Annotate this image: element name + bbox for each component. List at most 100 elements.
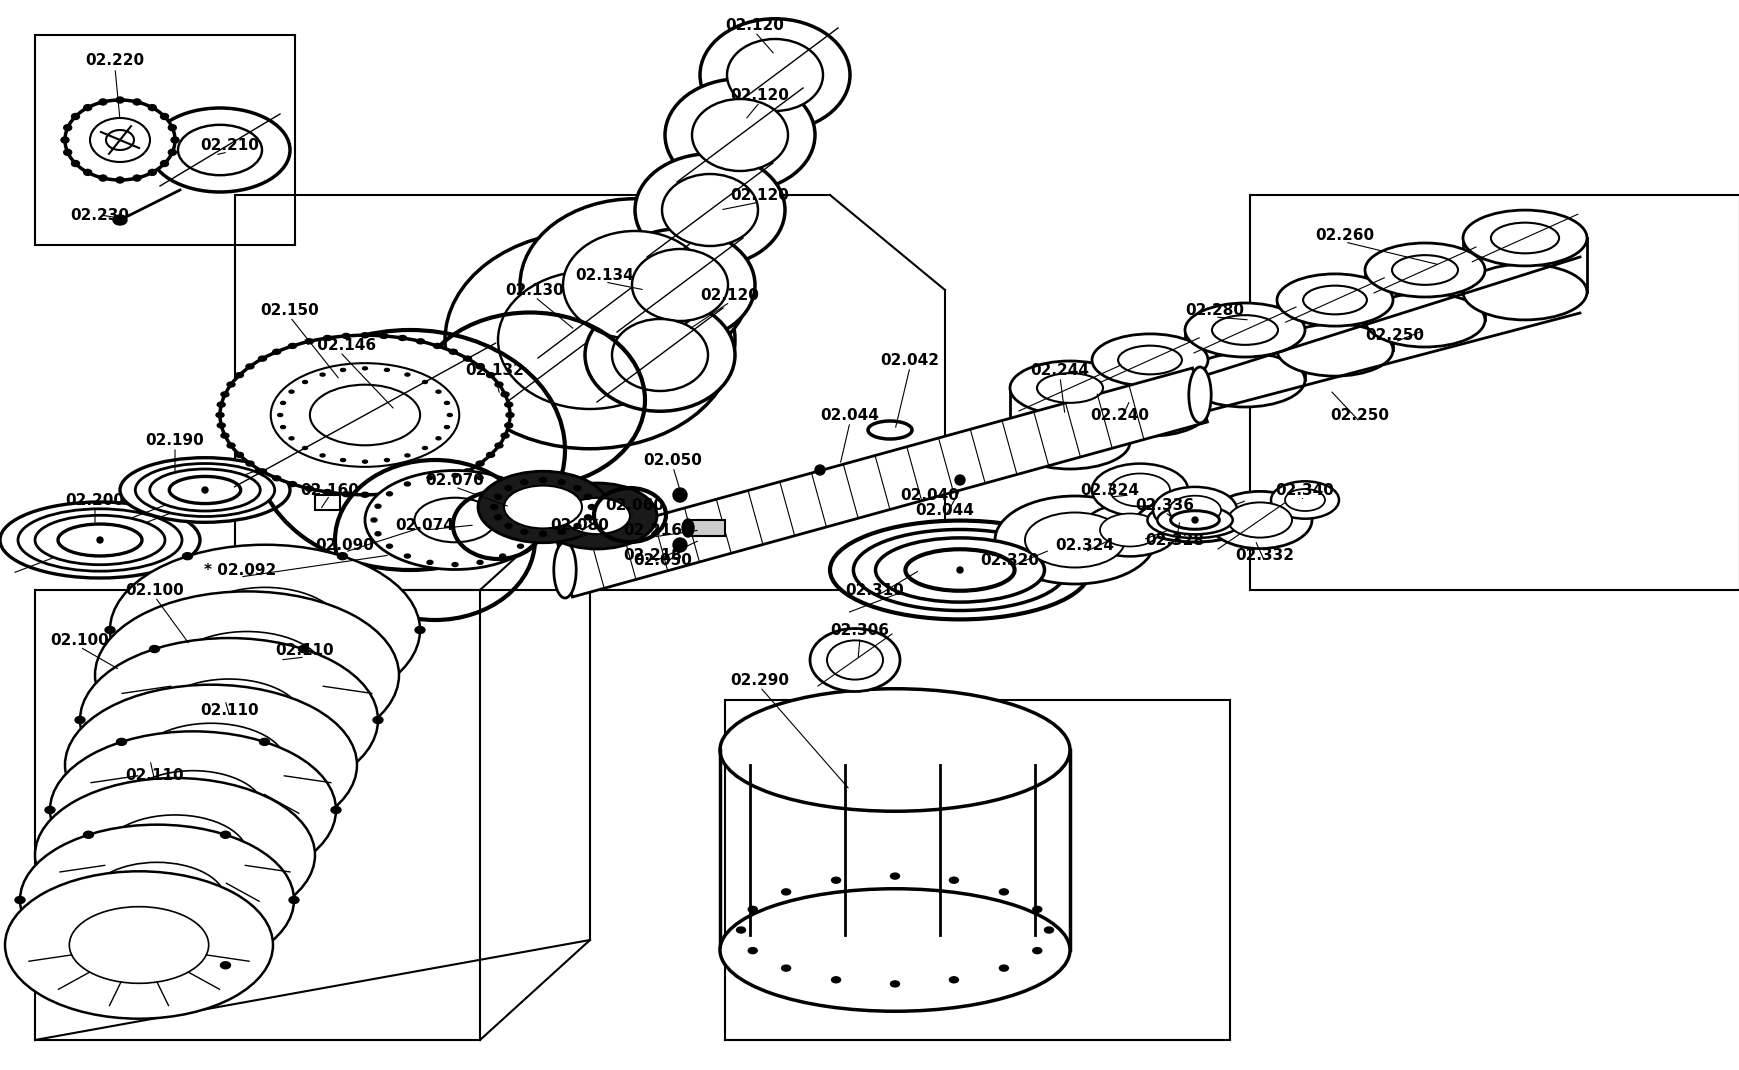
Ellipse shape (343, 334, 350, 338)
Ellipse shape (122, 770, 264, 850)
Ellipse shape (558, 530, 565, 534)
Ellipse shape (303, 381, 308, 383)
Ellipse shape (362, 460, 367, 463)
Ellipse shape (117, 874, 127, 882)
Text: 02.110: 02.110 (275, 642, 334, 657)
Text: 02.220: 02.220 (85, 52, 144, 67)
Ellipse shape (433, 343, 442, 349)
Ellipse shape (148, 169, 157, 175)
Ellipse shape (89, 862, 226, 937)
Ellipse shape (520, 530, 527, 534)
Ellipse shape (499, 554, 506, 559)
Ellipse shape (110, 545, 419, 715)
Ellipse shape (727, 39, 823, 111)
Ellipse shape (365, 471, 544, 569)
Ellipse shape (1033, 948, 1042, 953)
Ellipse shape (1462, 264, 1586, 320)
Text: 02.306: 02.306 (830, 623, 889, 638)
Ellipse shape (998, 965, 1009, 972)
Ellipse shape (1285, 489, 1323, 511)
Ellipse shape (221, 831, 230, 838)
Ellipse shape (75, 717, 85, 723)
Ellipse shape (160, 113, 169, 120)
Ellipse shape (405, 454, 410, 457)
Ellipse shape (372, 717, 383, 723)
Text: 02.250: 02.250 (1365, 327, 1424, 342)
Ellipse shape (403, 554, 410, 559)
Ellipse shape (45, 807, 56, 813)
Ellipse shape (170, 137, 179, 143)
Ellipse shape (504, 486, 511, 490)
Text: 02.042: 02.042 (880, 352, 939, 367)
Ellipse shape (70, 906, 209, 983)
Ellipse shape (0, 502, 200, 578)
Text: 02.200: 02.200 (66, 492, 125, 507)
Ellipse shape (289, 391, 294, 393)
Ellipse shape (487, 372, 494, 378)
Ellipse shape (217, 423, 224, 428)
Text: 02.070: 02.070 (426, 473, 483, 488)
Ellipse shape (117, 177, 123, 183)
Ellipse shape (150, 108, 290, 192)
Ellipse shape (781, 889, 790, 895)
Ellipse shape (341, 368, 346, 371)
Ellipse shape (1363, 243, 1483, 297)
Ellipse shape (64, 685, 356, 845)
Ellipse shape (904, 549, 1014, 591)
Ellipse shape (445, 231, 734, 448)
Text: 02.280: 02.280 (1184, 303, 1243, 318)
Ellipse shape (136, 463, 275, 517)
Ellipse shape (1146, 502, 1242, 538)
Ellipse shape (259, 874, 270, 882)
Ellipse shape (890, 873, 899, 880)
Ellipse shape (57, 524, 143, 556)
Ellipse shape (504, 423, 513, 428)
Ellipse shape (132, 175, 141, 181)
Ellipse shape (273, 476, 280, 480)
Text: 02.120: 02.120 (730, 187, 790, 202)
Ellipse shape (310, 385, 419, 445)
Ellipse shape (289, 437, 294, 440)
Ellipse shape (83, 105, 92, 110)
Ellipse shape (132, 98, 141, 105)
Ellipse shape (416, 627, 424, 633)
Text: 02.132: 02.132 (466, 363, 523, 378)
Ellipse shape (574, 523, 581, 529)
Ellipse shape (90, 118, 150, 162)
Ellipse shape (476, 364, 483, 369)
Ellipse shape (520, 199, 750, 371)
Ellipse shape (504, 402, 513, 407)
Ellipse shape (226, 382, 235, 387)
Ellipse shape (343, 491, 350, 496)
Ellipse shape (61, 137, 70, 143)
Ellipse shape (539, 532, 546, 536)
Ellipse shape (104, 627, 115, 633)
Ellipse shape (341, 459, 346, 461)
Ellipse shape (476, 461, 483, 467)
Ellipse shape (563, 231, 706, 339)
Ellipse shape (113, 215, 127, 225)
Text: 02.130: 02.130 (506, 282, 563, 297)
Ellipse shape (1276, 324, 1393, 376)
Ellipse shape (478, 471, 607, 542)
Ellipse shape (537, 483, 657, 549)
Text: * 02.092: * 02.092 (203, 563, 277, 578)
Ellipse shape (169, 124, 176, 131)
Ellipse shape (449, 476, 457, 480)
Text: 02.040: 02.040 (901, 488, 958, 503)
Ellipse shape (1276, 274, 1393, 326)
Ellipse shape (1033, 906, 1042, 913)
Ellipse shape (1136, 498, 1252, 542)
Ellipse shape (748, 948, 756, 953)
Ellipse shape (337, 701, 348, 707)
Ellipse shape (447, 413, 452, 416)
Text: 02.190: 02.190 (146, 432, 203, 447)
Ellipse shape (117, 97, 123, 103)
Ellipse shape (414, 498, 496, 542)
Ellipse shape (501, 392, 510, 397)
Ellipse shape (574, 486, 581, 490)
Ellipse shape (1170, 510, 1219, 530)
Ellipse shape (384, 368, 390, 371)
Ellipse shape (217, 402, 224, 407)
Text: 02.120: 02.120 (701, 288, 758, 303)
